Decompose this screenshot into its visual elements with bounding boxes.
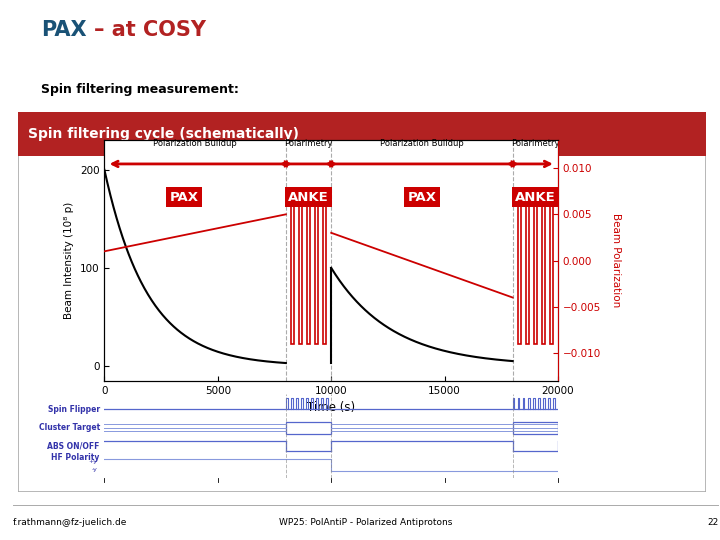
Text: – at COSY: – at COSY [94,19,206,39]
Bar [299,205,302,344]
Text: 22: 22 [707,518,719,528]
Text: Spin filtering cycle (schematically): Spin filtering cycle (schematically) [28,127,300,141]
Bar [550,205,553,344]
Bar [518,205,521,344]
Bar [18,112,706,156]
Text: Polarization Buildup: Polarization Buildup [380,139,464,148]
Text: Cluster Target: Cluster Target [39,423,100,432]
Y-axis label: Beam Intensity (10⁸ p): Beam Intensity (10⁸ p) [64,202,74,319]
Text: Polarimetry: Polarimetry [511,139,559,148]
Text: PAX: PAX [408,191,436,204]
Text: Spin filtering measurement:: Spin filtering measurement: [41,83,239,96]
Text: Polarimetry: Polarimetry [284,139,333,148]
Text: -y: -y [91,467,98,472]
Text: PAX: PAX [41,19,87,39]
Bar [534,205,537,344]
Text: WP25: PolAntiP - Polarized Antiprotons: WP25: PolAntiP - Polarized Antiprotons [279,518,452,528]
Text: ABS ON/OFF: ABS ON/OFF [48,442,100,450]
Text: Spin Flipper: Spin Flipper [48,405,100,414]
Y-axis label: Beam Polarization: Beam Polarization [611,213,621,308]
Text: HF Polarity: HF Polarity [52,453,100,462]
Bar [323,205,326,344]
Text: f.rathmann@fz-juelich.de: f.rathmann@fz-juelich.de [13,518,127,528]
Bar [542,205,545,344]
X-axis label: Time (s): Time (s) [307,401,355,414]
Bar [526,205,528,344]
Text: Polarization Buildup: Polarization Buildup [153,139,237,148]
Bar [286,422,331,434]
Text: ANKE: ANKE [288,191,329,204]
Bar [291,205,294,344]
Bar [315,205,318,344]
Bar [513,422,558,434]
Bar [307,205,310,344]
Text: +y: +y [89,458,98,464]
Text: PAX: PAX [169,191,198,204]
Text: ANKE: ANKE [515,191,556,204]
